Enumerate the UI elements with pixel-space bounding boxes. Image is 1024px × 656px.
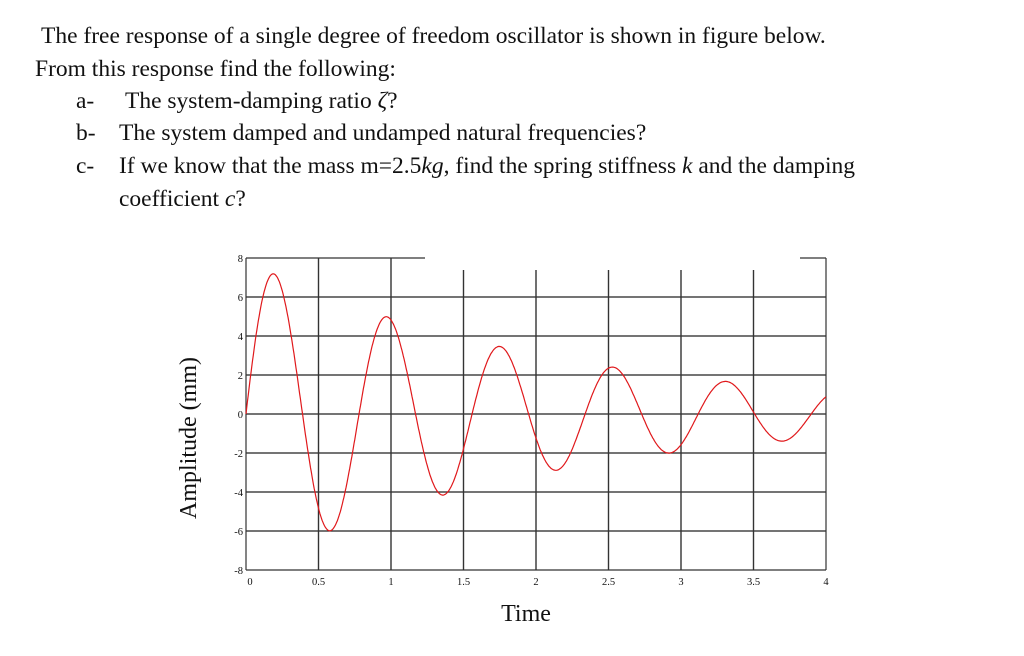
x-axis-title: Time xyxy=(501,601,551,627)
x-tick-label: 0.5 xyxy=(312,577,325,588)
y-tick-label: -4 xyxy=(234,488,243,499)
y-tick-label: 0 xyxy=(238,410,243,421)
question-b-marker: b- xyxy=(76,120,96,146)
x-tick-label: 3.5 xyxy=(747,577,760,588)
question-a-marker: a- xyxy=(76,88,95,114)
y-tick-label: -6 xyxy=(234,527,243,538)
x-tick-label: 4 xyxy=(823,577,829,588)
response-curve xyxy=(245,273,827,532)
question-c-text-line2: coefficient c? xyxy=(119,186,246,212)
y-tick-label: -2 xyxy=(234,449,243,460)
x-tick-label: 2 xyxy=(533,577,538,588)
x-tick-label: 0 xyxy=(247,577,252,588)
intro-line-1: The free response of a single degree of … xyxy=(41,23,826,49)
y-tick-label: 6 xyxy=(238,293,243,304)
x-tick-label: 2.5 xyxy=(602,577,615,588)
y-axis-title: Amplitude (mm) xyxy=(176,357,202,519)
x-tick-label: 1 xyxy=(388,577,393,588)
question-c-text: If we know that the mass m=2.5kg, find t… xyxy=(119,153,855,179)
question-b-text: The system damped and undamped natural f… xyxy=(119,120,647,146)
y-tick-labels: -8 -6 -4 -2 0 2 4 6 8 xyxy=(234,254,244,577)
x-tick-labels: 0 0.5 1 1.5 2 2.5 3 3.5 4 xyxy=(247,577,829,588)
question-a-text: The system-damping ratio ζ? xyxy=(125,88,398,114)
question-c-marker: c- xyxy=(76,153,95,179)
y-tick-label: 4 xyxy=(238,332,244,343)
chart-grid xyxy=(246,258,826,570)
y-tick-label: 8 xyxy=(238,254,243,265)
x-tick-label: 3 xyxy=(678,577,683,588)
y-tick-label: -8 xyxy=(234,566,243,577)
intro-line-2: From this response find the following: xyxy=(35,56,396,82)
y-tick-label: 2 xyxy=(238,371,243,382)
x-tick-label: 1.5 xyxy=(457,577,470,588)
